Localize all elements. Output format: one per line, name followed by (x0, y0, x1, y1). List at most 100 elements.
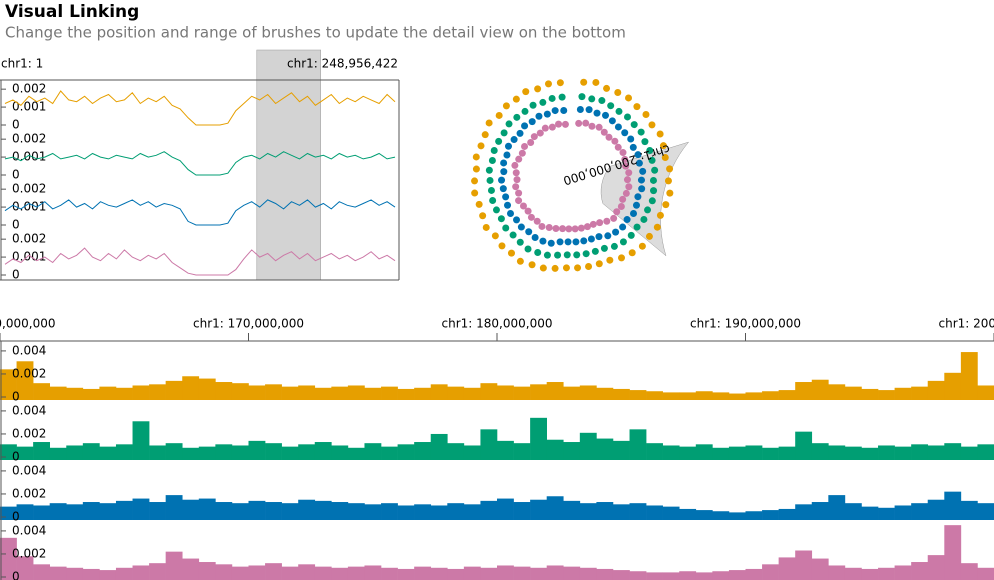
ring-point (595, 233, 603, 241)
signal-bar (149, 563, 166, 580)
signal-bar (944, 372, 962, 400)
signal-bar (861, 568, 879, 580)
signal-bar (745, 445, 763, 460)
ring-point (521, 107, 529, 115)
signal-bar (844, 386, 862, 400)
signal-bar (530, 499, 547, 520)
signal-bar (646, 443, 663, 460)
ring-point (592, 78, 600, 86)
signal-bar (662, 445, 680, 460)
ring-point (587, 235, 595, 243)
signal-bar (679, 571, 697, 580)
signal-bar (314, 500, 332, 520)
signal-bar (878, 507, 895, 520)
ring-point (648, 121, 656, 129)
ring-point (543, 251, 551, 259)
ring-point (545, 224, 553, 232)
signal-bar (215, 382, 233, 400)
signal-bar (546, 565, 564, 580)
ring-point (648, 156, 656, 164)
ring-point (554, 251, 562, 259)
ring-point (515, 197, 523, 205)
ring-point (666, 165, 674, 173)
ring-point (534, 248, 542, 256)
ring-point (530, 133, 538, 141)
ring-point (471, 189, 479, 197)
y-tick-label: 0 (12, 510, 20, 524)
ring-point (582, 250, 590, 258)
y-tick-label: 0.002 (12, 132, 46, 146)
signal-bar (132, 498, 150, 520)
signal-bar (795, 382, 813, 400)
brush[interactable] (256, 49, 321, 281)
ring-point (580, 78, 588, 86)
ring-point (472, 153, 480, 161)
signal-bar (447, 443, 465, 460)
ring-point (544, 80, 552, 88)
ring-point (502, 193, 510, 201)
ring-point (648, 197, 656, 205)
ring-point (491, 232, 499, 240)
signal-bar (248, 565, 266, 580)
ring-point (621, 155, 629, 163)
ring-point (477, 142, 485, 150)
signal-bar (165, 443, 183, 460)
ring-point (505, 120, 513, 128)
ring-point (606, 256, 614, 264)
signal-bar (712, 571, 730, 580)
signal-bar (712, 392, 730, 400)
ring-point (623, 176, 631, 184)
signal-bar (579, 385, 597, 400)
signal-bar (298, 444, 316, 460)
ring-point (646, 147, 654, 155)
ring-point (541, 124, 549, 132)
ring-point (551, 107, 559, 115)
signal-bar (728, 512, 746, 520)
signal-bar (662, 392, 680, 400)
ring-point (627, 135, 635, 143)
ring-point (580, 237, 588, 245)
ring-point (475, 200, 483, 208)
ring-point (499, 185, 507, 193)
signal-bar (695, 391, 713, 400)
y-tick-label: 0.001 (12, 250, 46, 264)
ring-point (498, 176, 506, 184)
ring-point (565, 225, 573, 233)
ring-point (585, 262, 593, 270)
ring-point (622, 189, 630, 197)
ring-point (548, 94, 556, 102)
ring-point (555, 120, 563, 128)
signal-bar (662, 506, 680, 520)
ring-point (556, 238, 564, 246)
signal-bar (364, 565, 382, 580)
signal-bar (679, 392, 697, 400)
ring-point (578, 93, 586, 101)
y-tick-label: 0.004 (12, 343, 46, 357)
signal-bar (546, 496, 564, 520)
signal-bar (447, 503, 465, 520)
signal-bar (414, 504, 432, 520)
signal-bar (414, 566, 432, 580)
ring-point (485, 119, 493, 127)
signal-bar (331, 386, 349, 400)
x-tick-label: chr1: 1 (1, 57, 43, 71)
signal-bar (944, 525, 962, 580)
ring-point (539, 98, 547, 106)
signal-bar (231, 503, 249, 520)
signal-bar (762, 447, 779, 460)
ring-point (627, 231, 635, 239)
ring-point (521, 142, 529, 150)
ring-point (504, 201, 512, 209)
signal-bar (149, 502, 166, 520)
signal-bar (612, 388, 630, 400)
ring-point (512, 169, 520, 177)
signal-bar (778, 508, 796, 520)
signal-bar (115, 567, 133, 580)
ring-point (591, 247, 599, 255)
ring-point (563, 251, 571, 259)
signal-bar (513, 566, 531, 580)
ring-point (543, 110, 551, 118)
signal-bar (728, 393, 746, 400)
signal-bar (579, 432, 597, 460)
ring-point (614, 88, 622, 96)
